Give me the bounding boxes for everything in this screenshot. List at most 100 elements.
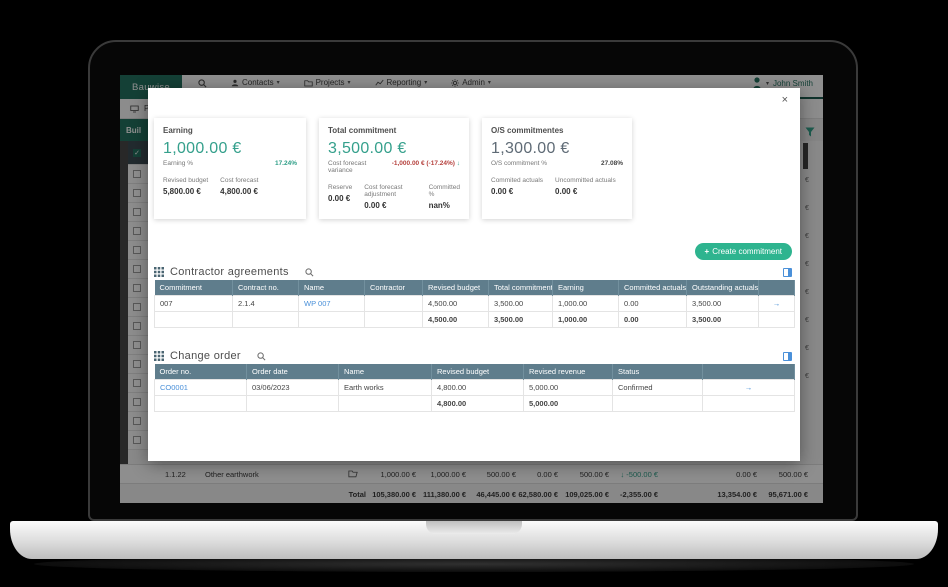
total-label: Total — [348, 490, 366, 499]
table-row: 007 2.1.4 WP 007 4,500.00 3,500.00 1,000… — [154, 295, 795, 312]
folder-open-icon[interactable] — [348, 469, 358, 478]
open-row-arrow-icon[interactable]: → — [702, 379, 795, 396]
kpi-cards-row: Earning 1,000.00 € Earning % 17.24% Revi… — [154, 118, 792, 219]
variance-value: ↓ -500.00 € — [620, 470, 658, 479]
plus-icon: + — [704, 247, 710, 256]
chevron-down-icon: ▾ — [276, 80, 280, 86]
table-row — [128, 317, 150, 336]
contractor-agreements-header: Contractor agreements — [154, 266, 792, 278]
checkbox[interactable] — [133, 398, 141, 406]
filter-funnel-icon[interactable] — [805, 127, 815, 137]
checkbox[interactable] — [133, 246, 141, 254]
change-order-table: Order no. Order date Name Revised budget… — [154, 364, 795, 412]
table-row — [128, 279, 150, 298]
checkbox[interactable] — [133, 341, 141, 349]
nav-item-projects[interactable]: Projects ▾ — [303, 78, 351, 87]
kpi-card-earning: Earning 1,000.00 € Earning % 17.24% Revi… — [154, 118, 306, 219]
search-icon[interactable] — [305, 267, 314, 277]
checkbox[interactable] — [133, 379, 141, 387]
monitor-icon — [130, 105, 139, 113]
checkbox[interactable] — [133, 303, 141, 311]
table-row — [128, 374, 150, 393]
commitment-link[interactable]: WP 007 — [304, 299, 331, 308]
status-value: Confirmed — [612, 379, 703, 396]
table-row — [128, 393, 150, 412]
app-screen: Bauwise Contacts ▾ Projects ▾ Reporting … — [120, 75, 823, 503]
table-row: ✓ — [128, 141, 150, 165]
checkbox[interactable] — [133, 417, 141, 425]
checkbox[interactable] — [133, 227, 141, 235]
grid-icon — [154, 267, 164, 277]
contractor-agreements-table: Commitment Contract no. Name Contractor … — [154, 280, 795, 328]
contacts-icon — [231, 79, 239, 87]
down-arrow-icon: ↓ — [456, 160, 460, 167]
table-row — [128, 165, 150, 184]
table-row — [128, 222, 150, 241]
table-row: CO0001 03/06/2023 Earth works 4,800.00 5… — [154, 379, 795, 396]
laptop-notch — [426, 521, 522, 534]
kpi-amount: 1,000.00 € — [163, 140, 242, 157]
scrollbar-thumb[interactable] — [803, 143, 808, 169]
laptop-shadow — [34, 556, 914, 572]
commitment-modal: × Earning 1,000.00 € Earning % 17.24% Re… — [148, 88, 800, 461]
change-order-header: Change order — [154, 350, 792, 362]
nav-item-admin[interactable]: Admin ▾ — [451, 78, 491, 87]
nav-item-contacts[interactable]: Contacts ▾ — [231, 78, 280, 87]
checkbox[interactable] — [133, 322, 141, 330]
table-row — [128, 260, 150, 279]
close-icon[interactable]: × — [781, 94, 788, 106]
nav-item-reporting[interactable]: Reporting ▾ — [374, 78, 428, 87]
down-arrow-icon: ↓ — [620, 470, 625, 479]
chevron-down-icon: ▾ — [765, 81, 769, 87]
reporting-icon — [374, 79, 384, 87]
section-title: Change order — [170, 350, 241, 362]
checkbox[interactable] — [133, 436, 141, 444]
project-bar-label: P — [144, 104, 150, 113]
kpi-amount: 1,300.00 € — [491, 140, 570, 157]
section-title: Contractor agreements — [170, 266, 289, 278]
background-table-row: 1.1.22 Other earthwork 1,000.00 € 1,000.… — [120, 464, 823, 483]
user-name: John Smith — [772, 79, 813, 88]
search-icon[interactable] — [257, 351, 266, 361]
checkbox[interactable] — [133, 170, 141, 178]
table-row — [128, 184, 150, 203]
change-order-link[interactable]: CO0001 — [160, 383, 188, 392]
column-picker-icon[interactable] — [783, 267, 792, 277]
table-row — [128, 355, 150, 374]
chevron-down-icon: ▾ — [424, 80, 428, 86]
table-row — [128, 203, 150, 222]
laptop-base — [10, 521, 938, 559]
checkbox[interactable] — [133, 360, 141, 368]
kpi-card-total-commitment: Total commitment 3,500.00 € Cost forecas… — [319, 118, 469, 219]
table-total-row: 4,500.00 3,500.00 1,000.00 0.00 3,500.00 — [154, 311, 795, 328]
sidebar-strip — [120, 141, 128, 503]
checkbox[interactable] — [133, 284, 141, 292]
chevron-down-icon: ▾ — [347, 80, 351, 86]
projects-icon — [303, 79, 313, 87]
kpi-amount: 3,500.00 € — [328, 140, 407, 157]
create-commitment-button[interactable]: + Create commitment — [694, 243, 792, 260]
search-icon[interactable] — [198, 79, 207, 88]
table-row — [128, 298, 150, 317]
row-name: Other earthwork — [205, 470, 259, 479]
column-picker-icon[interactable] — [783, 351, 792, 361]
open-row-arrow-icon[interactable]: → — [758, 295, 795, 312]
grid-icon — [154, 351, 164, 361]
table-row — [128, 241, 150, 260]
table-total-row: 4,800.00 5,000.00 — [154, 395, 795, 412]
checkbox-checked[interactable]: ✓ — [133, 148, 141, 157]
table-header-row: Order no. Order date Name Revised budget… — [154, 364, 795, 380]
row-checkbox-column: ✓ — [128, 141, 150, 450]
kpi-card-os-commitments: O/S commitmentes 1,300.00 € O/S commitme… — [482, 118, 632, 219]
checkbox[interactable] — [133, 208, 141, 216]
table-row — [128, 412, 150, 431]
chevron-down-icon: ▾ — [487, 80, 491, 86]
table-row — [128, 336, 150, 355]
table-row — [128, 431, 150, 450]
table-header-row: Commitment Contract no. Name Contractor … — [154, 280, 795, 296]
row-code: 1.1.22 — [165, 470, 186, 479]
background-table-total-row: Total 105,380.00 € 111,380.00 € 46,445.0… — [120, 483, 823, 503]
admin-gear-icon — [451, 78, 459, 87]
checkbox[interactable] — [133, 265, 141, 273]
checkbox[interactable] — [133, 189, 141, 197]
